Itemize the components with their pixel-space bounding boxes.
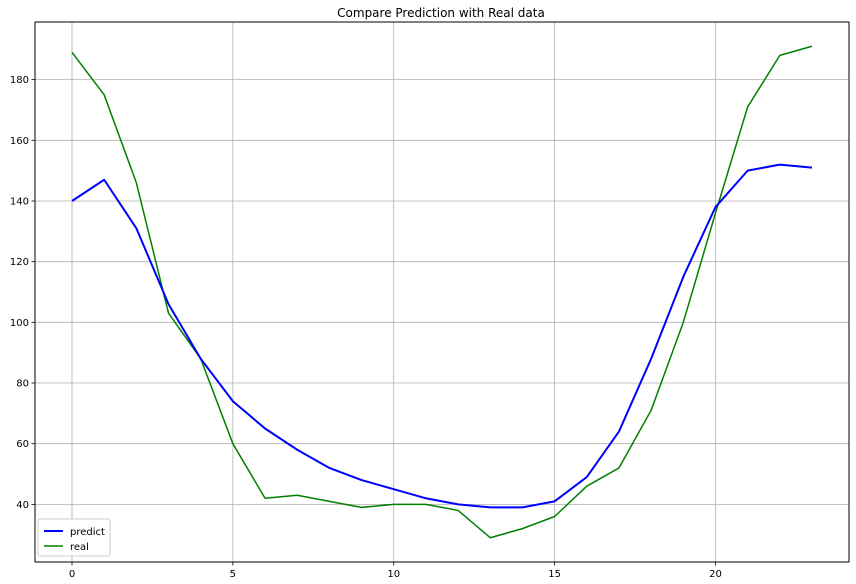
legend: predict real <box>37 518 111 557</box>
series-line-predict <box>71 163 813 509</box>
y-tick-label: 100 <box>10 318 29 329</box>
chart-title: Compare Prediction with Real data <box>337 6 545 20</box>
axis-ticks: 0 5 10 15 20 40 60 80 100 120 140 160 180 <box>10 75 722 580</box>
x-tick-label: 0 <box>69 569 75 580</box>
plot-frame <box>34 21 850 563</box>
y-tick-label: 140 <box>10 196 29 207</box>
x-tick-label: 5 <box>230 569 236 580</box>
legend-predict-label: predict <box>70 527 105 538</box>
series-group <box>71 45 813 539</box>
y-tick-label: 120 <box>10 257 29 268</box>
legend-real-label: real <box>70 542 89 553</box>
y-tick-label: 80 <box>16 379 29 390</box>
grid <box>35 22 849 562</box>
y-tick-label: 60 <box>16 439 29 450</box>
x-tick-label: 15 <box>548 569 561 580</box>
x-tick-label: 20 <box>709 569 722 580</box>
y-tick-label: 40 <box>16 500 29 511</box>
y-tick-label: 180 <box>10 75 29 86</box>
y-tick-label: 160 <box>10 136 29 147</box>
x-tick-label: 10 <box>387 569 400 580</box>
